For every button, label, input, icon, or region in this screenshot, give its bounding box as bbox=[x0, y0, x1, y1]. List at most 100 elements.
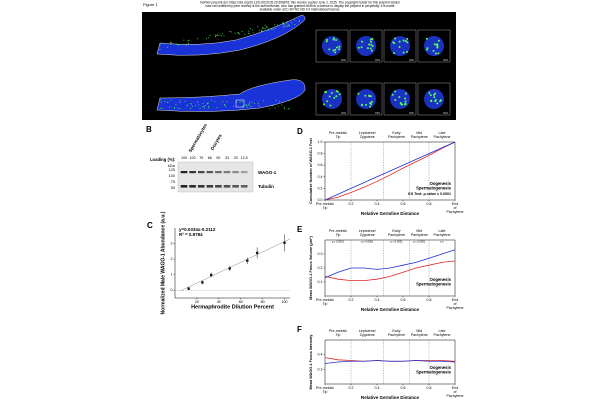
speckle bbox=[217, 33, 219, 35]
focus bbox=[404, 97, 407, 100]
band bbox=[189, 185, 196, 188]
speckle bbox=[288, 100, 290, 102]
speckle bbox=[185, 44, 187, 46]
focus bbox=[325, 40, 328, 43]
focus bbox=[436, 46, 439, 49]
speckle bbox=[271, 105, 273, 107]
x-tick-label: 0.6 bbox=[401, 202, 406, 206]
focus bbox=[432, 49, 435, 52]
speckle bbox=[208, 107, 210, 109]
focus bbox=[338, 48, 341, 51]
band bbox=[232, 185, 239, 188]
y-tick-label: 0.4 bbox=[318, 175, 323, 179]
lane-label: 25 bbox=[234, 156, 238, 160]
stage-label: Late Pachytene bbox=[424, 15, 446, 25]
cell-image bbox=[383, 29, 417, 63]
speckle bbox=[283, 24, 285, 26]
focus bbox=[394, 37, 397, 40]
speckle bbox=[173, 107, 175, 109]
speckle bbox=[222, 33, 224, 35]
focus bbox=[364, 103, 367, 106]
focus bbox=[370, 103, 373, 106]
speckle bbox=[252, 32, 254, 34]
focus bbox=[332, 49, 335, 52]
speckle bbox=[269, 108, 271, 110]
speckle bbox=[248, 101, 250, 103]
stage-label: Mid Pachytene bbox=[411, 229, 428, 237]
x-tick-label: Pre-meiotic Tip bbox=[316, 298, 334, 306]
focus bbox=[402, 39, 405, 42]
stage-label: Early Pachytene bbox=[390, 15, 412, 25]
focus bbox=[369, 105, 372, 108]
focus bbox=[326, 100, 329, 103]
speckle bbox=[272, 28, 274, 30]
y-axis-label: Normalized Male WAGO-1 Abundance (a.u.) bbox=[160, 211, 166, 314]
stage-label: Pre-meiotic Tip bbox=[329, 131, 347, 139]
x-axis-label: Relative Germline Distance bbox=[361, 211, 420, 216]
x-tick-label: 0.2 bbox=[349, 298, 354, 302]
germline-spermatogenesis bbox=[156, 79, 306, 112]
channel-label: WAGO-1 bbox=[152, 24, 166, 28]
stage-label: Mid Pachytene bbox=[411, 131, 428, 139]
lane-label: 12.5 bbox=[241, 156, 248, 160]
y-tick-label: 0.2 bbox=[318, 367, 323, 371]
speckle bbox=[202, 103, 204, 105]
loading-label: Loading (%): bbox=[150, 157, 175, 162]
band bbox=[206, 185, 214, 188]
p-value: p ≤ 0.0001 bbox=[361, 240, 374, 244]
speckle bbox=[266, 26, 268, 28]
speckle bbox=[288, 25, 290, 27]
y-axis-label: Cumulative Number of WAGO-1 Foci bbox=[309, 138, 313, 204]
panel-letter: C bbox=[147, 221, 153, 230]
focus bbox=[426, 48, 429, 51]
speckle bbox=[216, 107, 218, 109]
speckle bbox=[298, 19, 300, 21]
focus bbox=[437, 52, 440, 55]
speckle bbox=[268, 28, 270, 30]
legend-entry: Spermatogenesis bbox=[416, 370, 452, 375]
speckle bbox=[173, 106, 175, 108]
band bbox=[180, 171, 188, 174]
stage-label: Late Pachytene bbox=[434, 131, 451, 139]
focus bbox=[436, 102, 439, 105]
lane-label: 33 bbox=[225, 156, 229, 160]
speckle bbox=[230, 31, 232, 33]
focus bbox=[370, 49, 373, 52]
speckle bbox=[258, 104, 260, 106]
speckle bbox=[226, 100, 228, 102]
speckle bbox=[278, 101, 280, 103]
y-tick-label: 0.2 bbox=[318, 186, 323, 190]
speckle bbox=[265, 27, 267, 29]
focus bbox=[406, 37, 409, 40]
series-line bbox=[324, 141, 456, 201]
speckle bbox=[177, 107, 179, 109]
focus bbox=[325, 90, 328, 93]
speckle bbox=[273, 24, 275, 26]
speckle bbox=[203, 105, 205, 107]
y-tick-label: 1.0 bbox=[318, 140, 323, 144]
focus bbox=[335, 95, 338, 98]
x-axis-label: Relative Germline Distance bbox=[361, 395, 420, 400]
speckle bbox=[262, 26, 264, 28]
speckle bbox=[187, 40, 189, 42]
y-tick-label: 0.2 bbox=[318, 266, 323, 270]
band bbox=[215, 171, 222, 174]
speckle bbox=[170, 43, 172, 45]
speckle bbox=[206, 103, 208, 105]
speckle bbox=[216, 34, 218, 36]
focus bbox=[404, 103, 407, 106]
speckle bbox=[217, 34, 219, 36]
focus bbox=[393, 52, 396, 55]
speckle bbox=[162, 107, 164, 109]
focus bbox=[404, 92, 407, 95]
speckle bbox=[298, 20, 300, 22]
focus bbox=[433, 96, 436, 99]
speckle bbox=[248, 103, 250, 105]
speckle bbox=[191, 106, 193, 108]
speckle bbox=[242, 105, 244, 107]
focus bbox=[402, 51, 405, 54]
point bbox=[255, 251, 259, 255]
speckle bbox=[248, 30, 250, 32]
legend-entry: Oogenesis bbox=[430, 365, 452, 370]
